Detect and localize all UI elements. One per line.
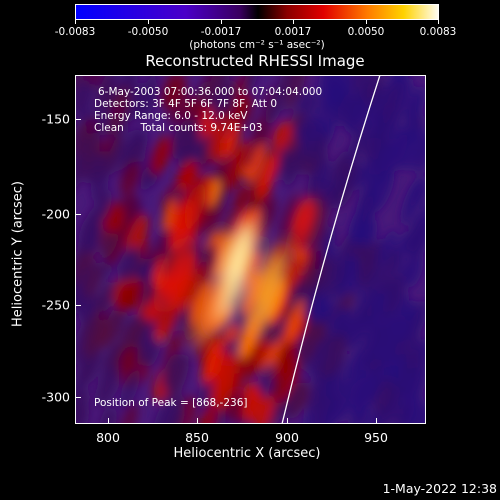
colorbar-tick-label: 0.0017 <box>274 26 312 38</box>
time-range-text: 6-May-2003 07:00:36.000 to 07:04:04.000 <box>98 86 323 98</box>
solar-limb-line <box>281 75 381 424</box>
y-axis-title: Heliocentric Y (arcsec) <box>10 181 26 327</box>
x-tick-label: 950 <box>364 430 388 445</box>
y-tick-label: -300 <box>41 389 70 405</box>
y-tick-label: -250 <box>41 297 70 313</box>
colorbar-tick-label: -0.0083 <box>54 26 96 38</box>
colorbar-tick-label: 0.0050 <box>347 26 385 38</box>
colorbar-units: (photons cm⁻² s⁻¹ asec⁻²) <box>189 39 325 51</box>
x-tick-label: 800 <box>96 430 120 445</box>
colorbar <box>75 4 439 20</box>
x-axis-title: Heliocentric X (arcsec) <box>173 446 321 461</box>
colorbar-tick-label: -0.0017 <box>200 26 242 38</box>
y-tick-label: -150 <box>41 111 70 127</box>
y-tick-label: -200 <box>41 206 70 222</box>
peak-position-text: Position of Peak = [868,-236] <box>94 397 248 409</box>
image-title: Reconstructed RHESSI Image <box>145 52 365 70</box>
clean-counts-text: Clean Total counts: 9.74E+03 <box>94 122 263 134</box>
colorbar-tick-label: -0.0050 <box>127 26 169 38</box>
x-tick-label: 850 <box>185 430 209 445</box>
detectors-text: Detectors: 3F 4F 5F 6F 7F 8F, Att 0 <box>94 98 278 110</box>
rhessi-image <box>75 75 426 424</box>
footer-date: 1-May-2022 12:38 <box>382 481 497 496</box>
colorbar-tick-label: 0.0083 <box>419 26 457 38</box>
x-tick-label: 900 <box>275 430 299 445</box>
energy-range-text: Energy Range: 6.0 - 12.0 keV <box>94 110 248 122</box>
